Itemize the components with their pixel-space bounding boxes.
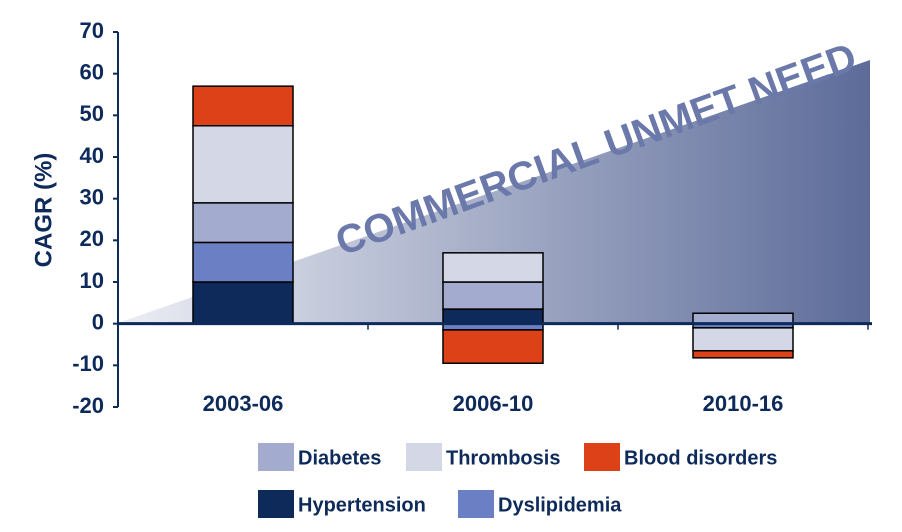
bar-segment xyxy=(692,327,794,352)
bar-segment xyxy=(442,281,544,310)
y-tick-label: 60 xyxy=(80,59,104,84)
y-tick-label: 10 xyxy=(80,268,104,293)
bar-segment xyxy=(192,281,294,325)
y-tick-label: 30 xyxy=(80,184,104,209)
x-tick-label: 2003-06 xyxy=(203,391,284,416)
bar-segment xyxy=(192,202,294,244)
x-tick-label: 2006-10 xyxy=(453,391,534,416)
y-tick-label: -10 xyxy=(72,351,104,376)
bar-segment xyxy=(442,308,544,325)
y-axis-label: CAGR (%) xyxy=(30,153,57,268)
bar-segment xyxy=(442,329,544,364)
legend-swatch xyxy=(406,443,442,471)
bar-segment xyxy=(192,241,294,283)
bar-segment xyxy=(192,85,294,127)
legend-swatch xyxy=(258,443,294,471)
legend-swatch xyxy=(458,490,494,518)
y-tick-label: 20 xyxy=(80,226,104,251)
y-tick-label: 40 xyxy=(80,143,104,168)
y-tick-label: 0 xyxy=(92,309,104,334)
unmet-need-wedge xyxy=(118,60,870,323)
legend-swatch xyxy=(258,490,294,518)
x-tick-label: 2010-16 xyxy=(703,391,784,416)
bar-segment xyxy=(692,350,794,359)
bar-segment xyxy=(442,252,544,283)
bar-segment xyxy=(192,125,294,204)
y-tick-label: 70 xyxy=(80,18,104,43)
legend-label: Dyslipidemia xyxy=(498,494,622,516)
legend-label: Diabetes xyxy=(298,447,381,469)
legend-label: Blood disorders xyxy=(624,447,777,469)
y-tick-label: 50 xyxy=(80,101,104,126)
legend-label: Thrombosis xyxy=(446,447,560,469)
y-tick-label: -20 xyxy=(72,393,104,418)
legend-swatch xyxy=(584,443,620,471)
legend-label: Hypertension xyxy=(298,494,426,516)
bar-segment xyxy=(692,312,794,325)
